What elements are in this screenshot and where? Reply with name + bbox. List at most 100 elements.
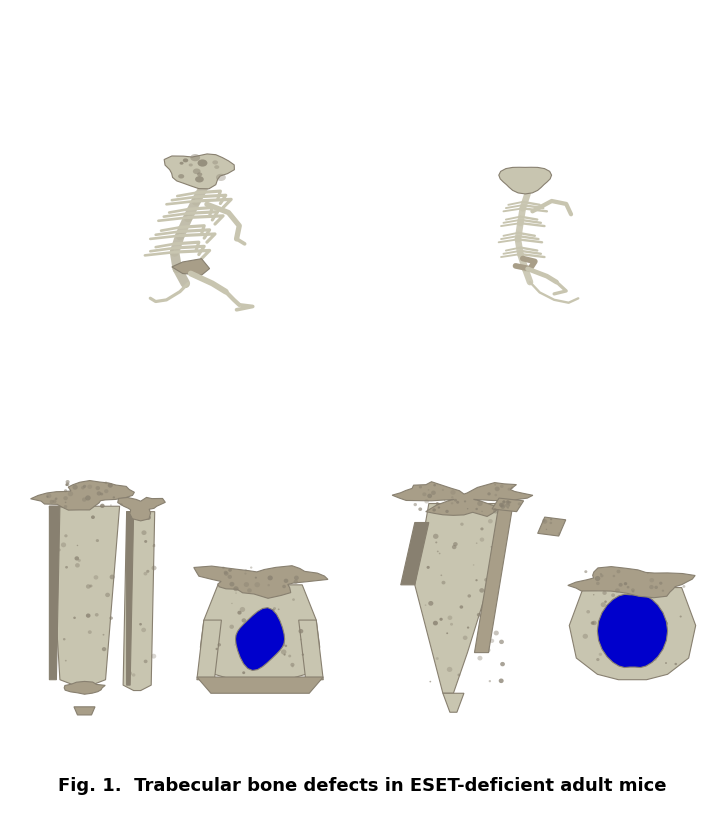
Ellipse shape	[649, 585, 654, 589]
Ellipse shape	[64, 501, 67, 503]
Ellipse shape	[680, 615, 682, 617]
Ellipse shape	[486, 648, 490, 652]
Ellipse shape	[120, 503, 122, 505]
Ellipse shape	[151, 565, 156, 570]
Ellipse shape	[217, 643, 221, 646]
Ellipse shape	[431, 490, 436, 495]
Ellipse shape	[268, 575, 273, 580]
Ellipse shape	[452, 545, 456, 550]
Ellipse shape	[481, 631, 487, 636]
Ellipse shape	[284, 579, 288, 583]
Ellipse shape	[601, 602, 606, 607]
Ellipse shape	[96, 486, 100, 490]
Ellipse shape	[592, 620, 597, 626]
Ellipse shape	[596, 658, 599, 661]
Ellipse shape	[255, 633, 258, 636]
Polygon shape	[197, 677, 323, 693]
Text: CKO/CKO: CKO/CKO	[591, 577, 674, 595]
Polygon shape	[194, 565, 328, 598]
Ellipse shape	[58, 549, 61, 551]
Ellipse shape	[198, 159, 208, 167]
Text: d: d	[667, 471, 692, 505]
Ellipse shape	[61, 542, 66, 547]
Polygon shape	[538, 517, 565, 536]
Ellipse shape	[428, 489, 429, 490]
Ellipse shape	[635, 646, 639, 649]
Ellipse shape	[256, 642, 260, 646]
Ellipse shape	[500, 485, 504, 488]
Ellipse shape	[102, 647, 106, 651]
Ellipse shape	[542, 519, 546, 522]
Ellipse shape	[65, 660, 67, 661]
Ellipse shape	[109, 575, 115, 580]
Polygon shape	[443, 693, 464, 712]
Ellipse shape	[647, 573, 649, 574]
Ellipse shape	[83, 485, 86, 488]
Ellipse shape	[550, 522, 552, 525]
Ellipse shape	[624, 582, 627, 585]
Ellipse shape	[50, 500, 54, 504]
Ellipse shape	[500, 505, 505, 509]
Ellipse shape	[139, 623, 142, 626]
Ellipse shape	[433, 534, 439, 539]
Ellipse shape	[664, 621, 668, 626]
Polygon shape	[392, 482, 533, 516]
Ellipse shape	[110, 505, 111, 506]
Polygon shape	[492, 498, 523, 511]
Ellipse shape	[230, 625, 234, 629]
Ellipse shape	[484, 578, 488, 581]
Ellipse shape	[66, 480, 70, 484]
Ellipse shape	[189, 163, 193, 167]
Ellipse shape	[675, 663, 677, 666]
Ellipse shape	[272, 609, 274, 611]
Ellipse shape	[278, 609, 279, 610]
Ellipse shape	[81, 486, 85, 490]
Ellipse shape	[510, 501, 511, 503]
Ellipse shape	[490, 610, 492, 611]
Ellipse shape	[464, 500, 466, 502]
Ellipse shape	[86, 614, 90, 618]
Ellipse shape	[91, 515, 95, 519]
Ellipse shape	[132, 673, 135, 676]
Ellipse shape	[108, 483, 113, 488]
Ellipse shape	[113, 496, 115, 499]
Ellipse shape	[599, 653, 602, 656]
Ellipse shape	[180, 162, 184, 164]
Text: WT: WT	[417, 471, 455, 491]
Polygon shape	[299, 620, 323, 680]
Ellipse shape	[659, 581, 662, 585]
Ellipse shape	[243, 653, 247, 656]
Ellipse shape	[665, 662, 667, 664]
Ellipse shape	[433, 484, 436, 486]
Ellipse shape	[103, 634, 104, 636]
Ellipse shape	[288, 655, 291, 657]
Polygon shape	[30, 480, 135, 510]
Ellipse shape	[460, 523, 463, 525]
Ellipse shape	[426, 566, 430, 569]
Ellipse shape	[500, 662, 505, 666]
Ellipse shape	[75, 556, 79, 560]
Ellipse shape	[190, 154, 200, 161]
Ellipse shape	[46, 494, 51, 498]
Ellipse shape	[178, 174, 184, 178]
Ellipse shape	[494, 508, 496, 510]
Ellipse shape	[445, 510, 449, 513]
Ellipse shape	[626, 599, 629, 601]
Ellipse shape	[557, 532, 560, 535]
Polygon shape	[127, 511, 134, 686]
Ellipse shape	[480, 527, 484, 530]
Ellipse shape	[506, 500, 510, 503]
Ellipse shape	[88, 485, 92, 489]
Ellipse shape	[247, 588, 252, 593]
Ellipse shape	[222, 566, 224, 569]
Ellipse shape	[447, 667, 452, 672]
Ellipse shape	[100, 493, 104, 495]
Ellipse shape	[480, 537, 484, 542]
Ellipse shape	[450, 490, 455, 495]
Ellipse shape	[86, 585, 90, 589]
Ellipse shape	[193, 168, 201, 174]
Ellipse shape	[105, 593, 110, 597]
Ellipse shape	[73, 616, 76, 619]
Ellipse shape	[72, 485, 77, 490]
Ellipse shape	[216, 648, 218, 651]
